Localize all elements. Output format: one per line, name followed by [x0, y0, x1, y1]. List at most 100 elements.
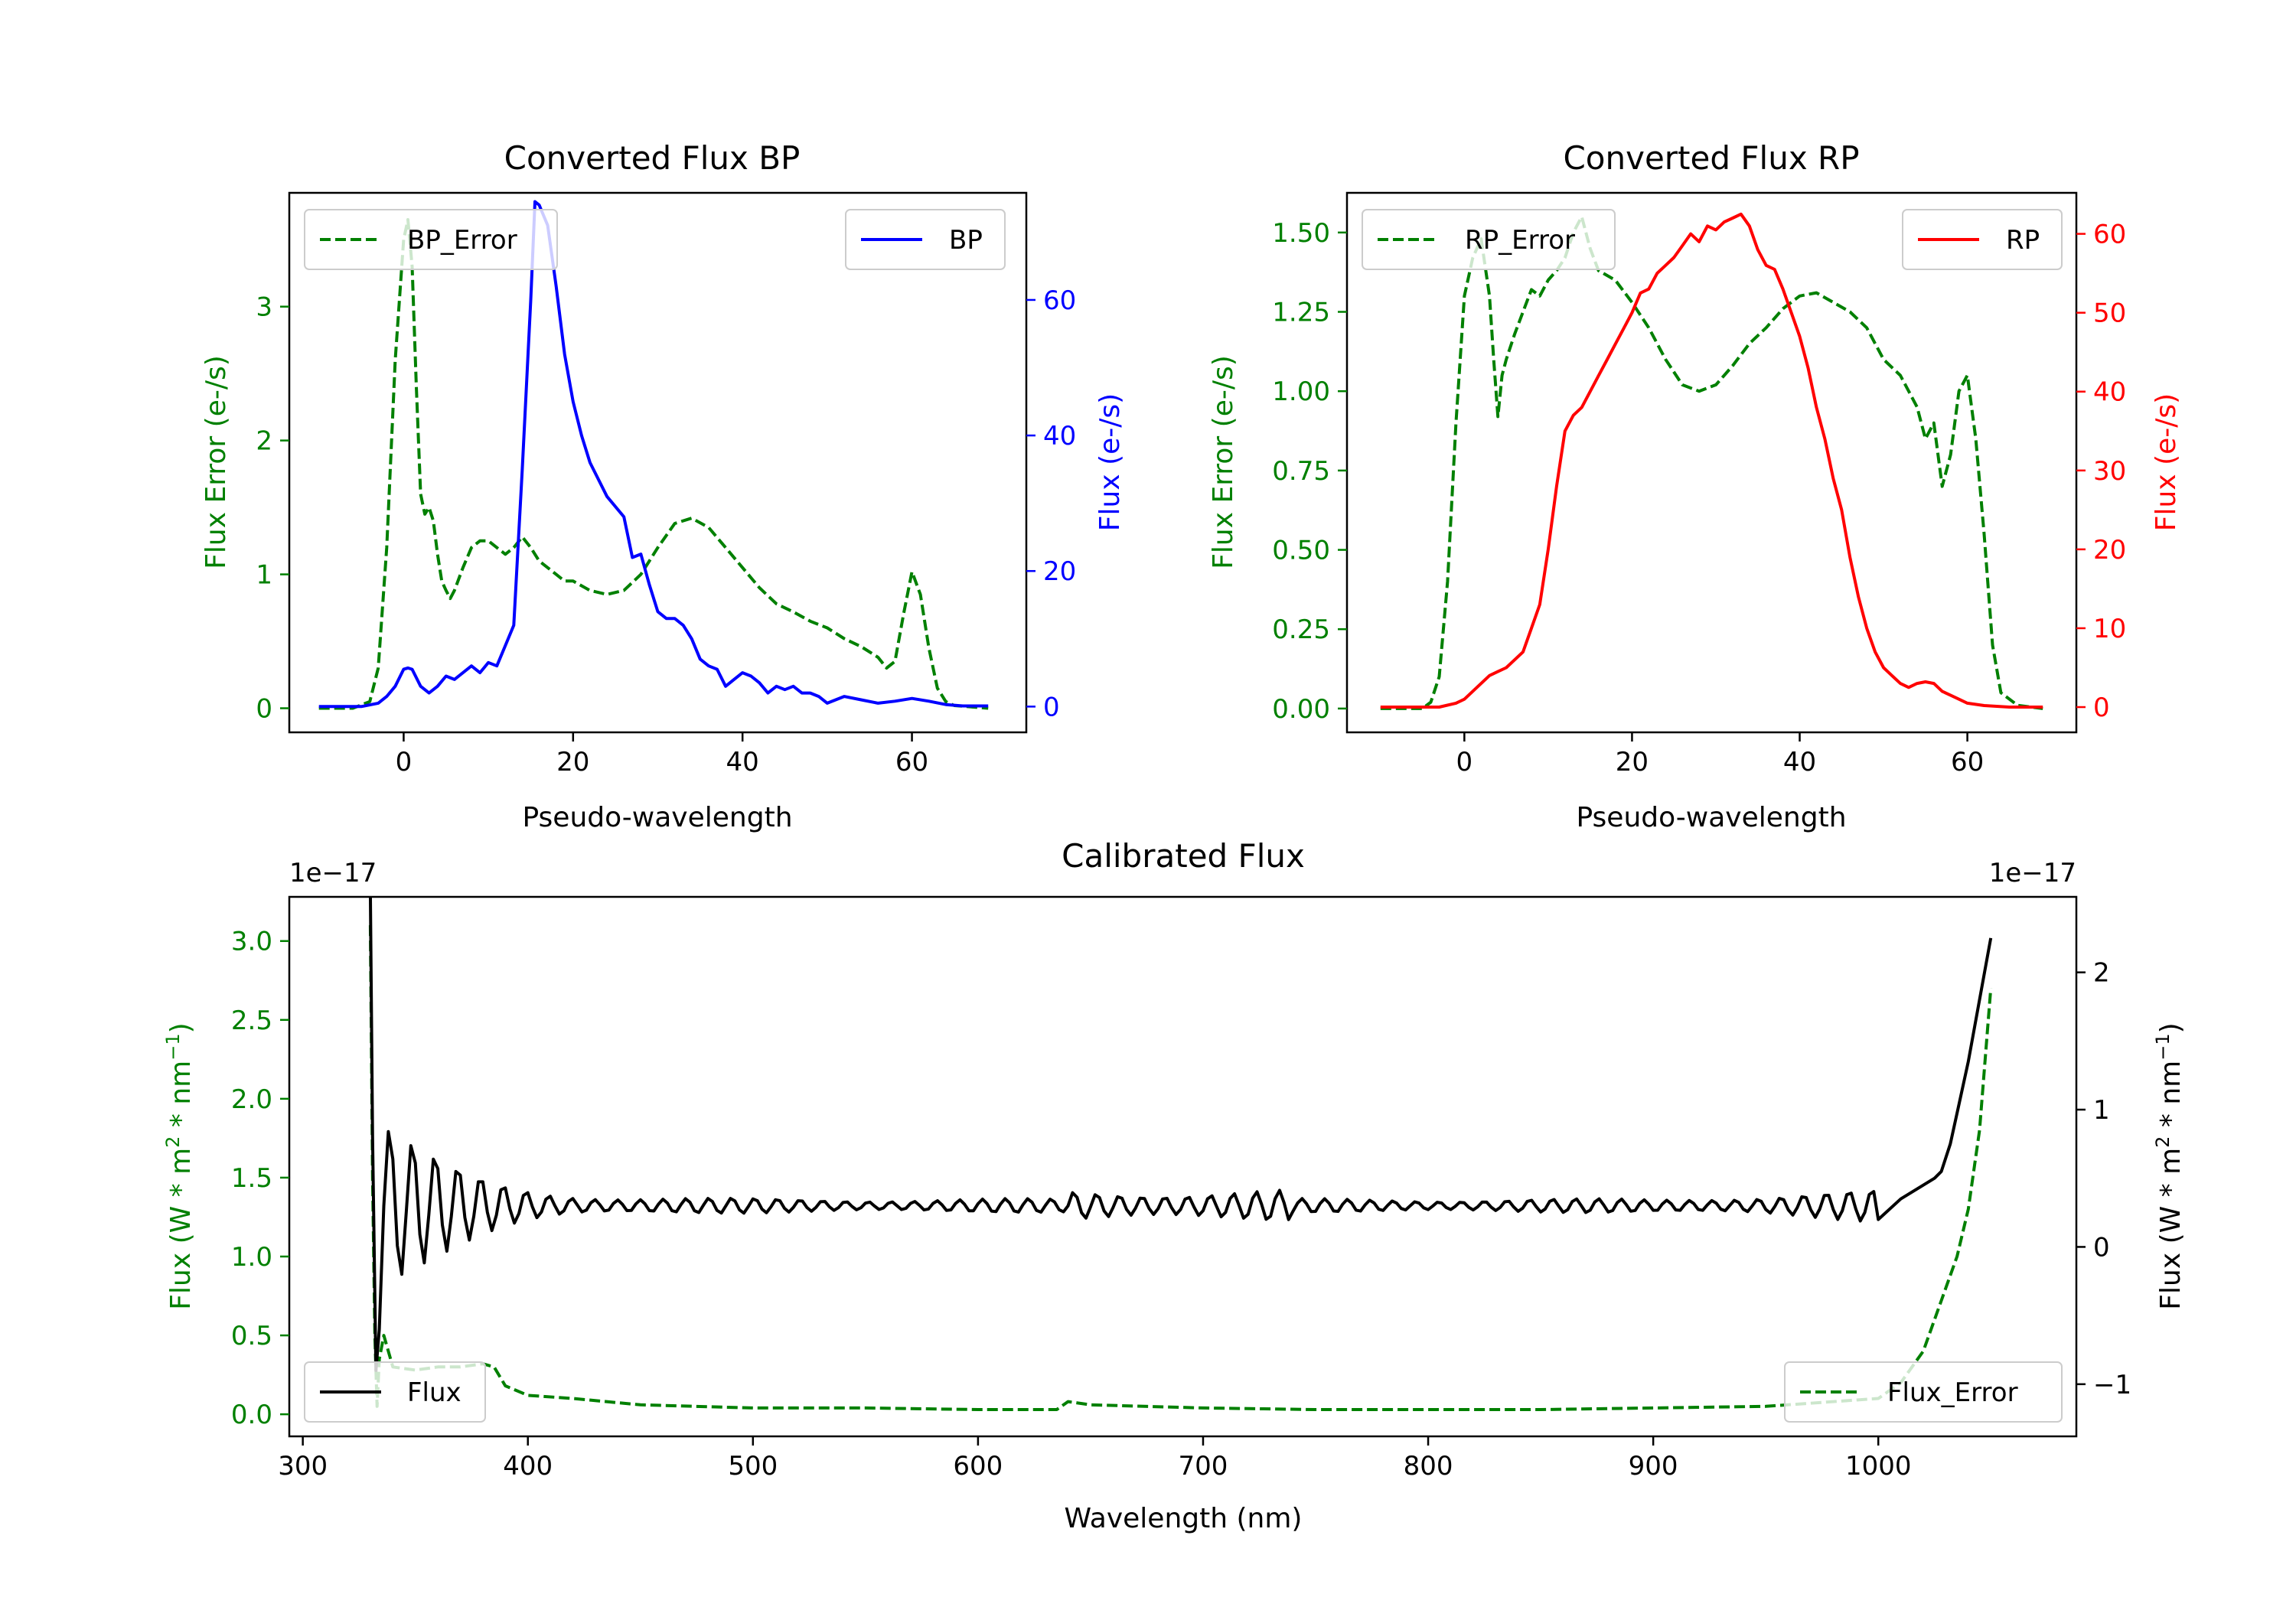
rp-y-left-axis-label: Flux Error (e-/s)	[1208, 355, 1239, 569]
cal-offset-right: 1e−17	[1989, 858, 2076, 888]
cal-y-left-tick-label: 1.5	[231, 1163, 272, 1194]
rp-x-ticks: 0 20 40 60	[1456, 732, 1984, 777]
cal-y-left-tick-label: 1.0	[231, 1242, 272, 1273]
rp-series-rp-line	[1380, 212, 2043, 709]
bp-y-right-tick-label: 0	[1043, 692, 1060, 722]
cal-legend-left: Flux	[304, 1361, 486, 1423]
rp-y-right-axis-label: Flux (e-/s)	[2151, 393, 2182, 531]
rp-y-right-ticks: 0 10 20 30 40 50 60	[2076, 220, 2126, 723]
cal-x-tick-label: 800	[1404, 1451, 1453, 1482]
cal-y-left-ticks: 0.0 0.5 1.0 1.5 2.0 2.5 3.0	[231, 927, 289, 1430]
cal-legend-right: Flux_Error	[1784, 1361, 2063, 1423]
rp-series-rp-error-line	[1380, 215, 2043, 710]
rp-y-right-tick-label: 60	[2093, 220, 2126, 250]
bp-y-left-tick-label: 3	[256, 292, 272, 323]
bp-series-bp-line	[318, 200, 989, 709]
rp-legend-right: RP	[1902, 209, 2063, 270]
cal-legend-left-box	[304, 1361, 486, 1423]
rp-x-tick-label: 60	[1951, 747, 1984, 777]
bp-y-right-ticks: 0 20 40 60	[1026, 285, 1076, 722]
rp-y-left-tick-label: 0.50	[1272, 536, 1330, 566]
bp-legend-left-label: BP_Error	[407, 225, 517, 256]
bp-legend-left: BP_Error	[304, 209, 558, 270]
rp-curves	[1380, 212, 2043, 710]
cal-y-right-axis-label: Flux (W * m2 * nm−1)	[2152, 1022, 2187, 1309]
rp-y-right-tick-label: 30	[2093, 456, 2126, 487]
cal-offset-left: 1e−17	[289, 858, 377, 888]
bp-title: Converted Flux BP	[504, 139, 801, 177]
cal-y-right-tick-label: 2	[2093, 958, 2110, 989]
rp-x-axis-label: Pseudo-wavelength	[1576, 802, 1846, 833]
cal-x-tick-label: 700	[1179, 1451, 1228, 1482]
rp-x-tick-label: 0	[1456, 747, 1473, 777]
bp-x-ticks: 0 20 40 60	[396, 732, 928, 777]
cal-x-tick-label: 300	[278, 1451, 328, 1482]
rp-y-left-tick-label: 1.25	[1272, 298, 1330, 328]
bp-x-tick-label: 0	[396, 747, 413, 777]
cal-series-flux-error-line	[368, 925, 1993, 1411]
rp-legend-right-box	[1902, 209, 2063, 270]
rp-y-left-tick-label: 0.75	[1272, 456, 1330, 487]
cal-x-tick-label: 600	[953, 1451, 1003, 1482]
cal-x-tick-label: 900	[1629, 1451, 1678, 1482]
cal-series-flux-line	[368, 897, 1993, 1372]
rp-y-right-tick-label: 40	[2093, 377, 2126, 408]
bp-legend-right: BP	[845, 209, 1006, 270]
bp-y-left-tick-label: 1	[256, 560, 272, 591]
bp-curves	[318, 200, 989, 710]
bp-x-tick-label: 20	[556, 747, 589, 777]
cal-curves	[368, 897, 1993, 1411]
cal-y-left-tick-label: 3.0	[231, 927, 272, 957]
rp-legend-left-label: RP_Error	[1465, 225, 1575, 256]
bp-legend-right-box	[845, 209, 1006, 270]
cal-x-axis-label: Wavelength (nm)	[1065, 1503, 1303, 1534]
bp-y-left-tick-label: 0	[256, 694, 272, 725]
bp-x-axis-label: Pseudo-wavelength	[522, 802, 792, 833]
rp-panel: Converted Flux RP 0 20 40 60 0.00 0.25 0.50 0.…	[1208, 139, 2182, 833]
rp-legend-left: RP_Error	[1362, 209, 1616, 270]
cal-panel: Calibrated Flux 1e−17 1e−17 300 400 500 600…	[162, 837, 2187, 1534]
bp-y-right-axis-label: Flux (e-/s)	[1094, 393, 1126, 531]
cal-x-tick-label: 500	[728, 1451, 778, 1482]
rp-y-right-tick-label: 50	[2093, 298, 2126, 329]
bp-y-right-tick-label: 40	[1043, 421, 1076, 451]
cal-x-ticks: 300 400 500 600 700 800 900 1000	[278, 1436, 1911, 1482]
rp-y-right-tick-label: 10	[2093, 614, 2126, 644]
cal-y-right-tick-label: 1	[2093, 1095, 2110, 1126]
rp-y-left-tick-label: 1.50	[1272, 218, 1330, 249]
cal-legend-right-label: Flux_Error	[1887, 1377, 2018, 1408]
bp-y-right-tick-label: 60	[1043, 285, 1076, 316]
bp-y-right-tick-label: 20	[1043, 556, 1076, 587]
rp-y-left-ticks: 0.00 0.25 0.50 0.75 1.00 1.25 1.50	[1272, 218, 1347, 725]
rp-y-right-tick-label: 20	[2093, 535, 2126, 566]
bp-panel: Converted Flux BP 0 20 40 60 0 1 2 3 0 20 40 60 P…	[201, 139, 1126, 833]
bp-x-tick-label: 40	[726, 747, 759, 777]
rp-x-tick-label: 20	[1616, 747, 1649, 777]
bp-plot-frame	[288, 191, 1028, 734]
rp-y-right-tick-label: 0	[2093, 693, 2110, 723]
rp-x-tick-label: 40	[1783, 747, 1816, 777]
bp-y-left-ticks: 0 1 2 3	[256, 292, 289, 725]
cal-x-tick-label: 1000	[1845, 1451, 1912, 1482]
bp-x-tick-label: 60	[895, 747, 928, 777]
cal-plot-frame	[288, 895, 2078, 1438]
cal-y-left-axis-label: Flux (W * m2 * nm−1)	[162, 1022, 197, 1309]
rp-legend-right-label: RP	[2006, 225, 2040, 256]
bp-legend-right-label: BP	[949, 225, 983, 256]
cal-legend-right-box	[1784, 1361, 2063, 1423]
bp-y-left-axis-label: Flux Error (e-/s)	[201, 355, 232, 569]
cal-title: Calibrated Flux	[1062, 837, 1305, 875]
cal-legend-left-label: Flux	[407, 1377, 461, 1408]
bp-legend-left-box	[304, 209, 558, 270]
rp-plot-frame	[1345, 191, 2078, 734]
bp-y-left-tick-label: 2	[256, 426, 272, 457]
rp-y-left-tick-label: 0.25	[1272, 614, 1330, 645]
cal-y-left-tick-label: 2.5	[231, 1006, 272, 1036]
rp-title: Converted Flux RP	[1563, 139, 1859, 177]
rp-y-left-tick-label: 0.00	[1272, 694, 1330, 725]
cal-y-left-tick-label: 2.0	[231, 1084, 272, 1115]
cal-y-right-ticks: −1 0 1 2	[2076, 958, 2131, 1400]
rp-legend-left-box	[1362, 209, 1616, 270]
cal-y-left-tick-label: 0.5	[231, 1321, 272, 1351]
